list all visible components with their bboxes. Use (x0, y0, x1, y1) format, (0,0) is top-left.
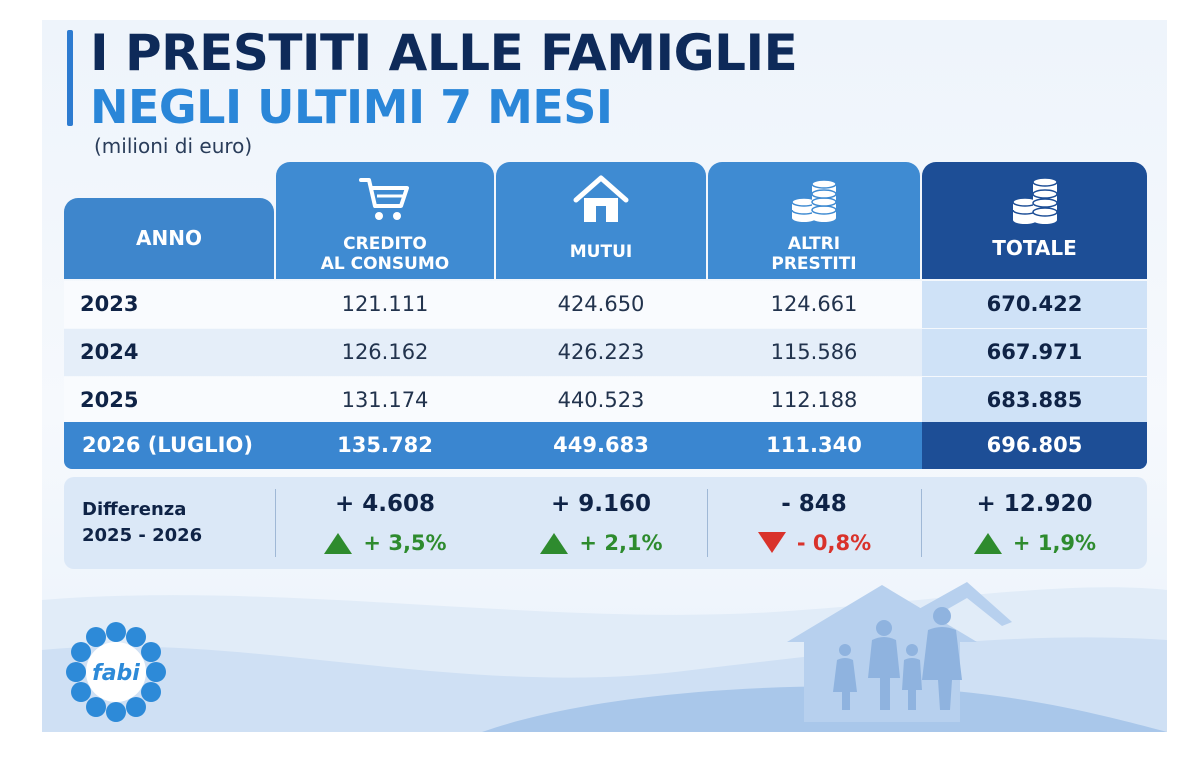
difference-mutui: + 9.160 + 2,1% (496, 489, 706, 557)
row-year: 2026 (LUGLIO) (82, 433, 253, 457)
header-credito-line2: AL CONSUMO (320, 254, 450, 274)
cell-totale: 667.971 (922, 329, 1147, 376)
shopping-cart-icon (359, 178, 409, 220)
cell-mutui: 426.223 (557, 340, 645, 364)
difference-abs: + 9.160 (550, 491, 652, 517)
difference-pct: + 1,9% (1012, 531, 1097, 555)
cell-credito: 121.111 (341, 292, 429, 316)
coin-stack-icon (1011, 177, 1058, 224)
difference-abs: - 848 (781, 491, 847, 517)
page-subtitle: (milioni di euro) (94, 134, 253, 158)
cell-credito: 131.174 (341, 388, 429, 412)
divider (707, 489, 708, 557)
header-totale-line1: TOTALE (992, 236, 1077, 260)
cell-altri: 124.661 (770, 292, 858, 316)
arrow-up-icon (540, 533, 569, 554)
difference-credito: + 4.608 + 3,5% (276, 489, 494, 557)
fabi-logo-text: fabi (92, 661, 140, 686)
cell-altri: 111.340 (766, 433, 862, 457)
cell-totale: 683.885 (922, 377, 1147, 424)
difference-label-line2: 2025 - 2026 (82, 525, 203, 546)
table-row-2026: 2026 (LUGLIO) 135.782 449.683 111.340 69… (64, 422, 1147, 469)
row-year: 2024 (80, 340, 139, 364)
divider (921, 489, 922, 557)
difference-label: Differenza 2025 - 2026 (82, 497, 202, 549)
row-year: 2025 (80, 388, 139, 412)
difference-row: Differenza 2025 - 2026 + 4.608 + 3,5% + … (64, 477, 1147, 569)
table-row-2023: 2023 121.111 424.650 124.661 670.422 (64, 281, 1147, 328)
header-mutui-line1: MUTUI (569, 242, 633, 262)
family-house-illustration (42, 582, 1167, 732)
header-anno: ANNO (64, 198, 274, 279)
header-anno-text: ANNO (136, 226, 202, 250)
fabi-logo: fabi (66, 622, 166, 722)
difference-pct: - 0,8% (796, 531, 872, 555)
difference-abs: + 12.920 (976, 491, 1093, 517)
cell-altri: 115.586 (770, 340, 858, 364)
header-credito: CREDITO AL CONSUMO (276, 162, 494, 279)
table-row-2025: 2025 131.174 440.523 112.188 683.885 (64, 377, 1147, 424)
page-title: I PRESTITI ALLE FAMIGLIE (90, 24, 798, 82)
cell-mutui: 424.650 (557, 292, 645, 316)
header-totale-label: TOTALE (922, 238, 1147, 258)
header-totale: TOTALE (922, 162, 1147, 279)
difference-pct: + 2,1% (579, 531, 663, 555)
arrow-down-icon (757, 532, 786, 553)
arrow-up-icon (324, 533, 353, 554)
header-credito-line1: CREDITO (343, 234, 427, 254)
coin-stack-icon (791, 179, 837, 222)
header-altri-label: ALTRI PRESTITI (708, 234, 920, 274)
page-title-line2: NEGLI ULTIMI 7 MESI (90, 80, 613, 134)
difference-altri: - 848 - 0,8% (708, 489, 920, 557)
difference-pct: + 3,5% (363, 531, 447, 555)
title-accent-bar (67, 30, 73, 126)
cell-credito: 126.162 (341, 340, 429, 364)
divider (275, 489, 276, 557)
house-icon (573, 175, 629, 222)
row-year: 2023 (80, 292, 139, 316)
header-anno-label: ANNO (64, 228, 274, 248)
difference-abs: + 4.608 (334, 491, 436, 517)
cell-credito: 135.782 (337, 433, 433, 457)
difference-totale: + 12.920 + 1,9% (922, 489, 1147, 557)
cell-mutui: 440.523 (557, 388, 645, 412)
cell-totale: 670.422 (922, 281, 1147, 328)
difference-label-line1: Differenza (82, 499, 187, 520)
table-row-2024: 2024 126.162 426.223 115.586 667.971 (64, 329, 1147, 376)
cell-altri: 112.188 (770, 388, 858, 412)
header-altri-line1: ALTRI (787, 234, 841, 254)
header-mutui: MUTUI (496, 162, 706, 279)
header-altri-prestiti: ALTRI PRESTITI (708, 162, 920, 279)
header-altri-line2: PRESTITI (771, 254, 857, 274)
cell-mutui: 449.683 (553, 433, 649, 457)
header-mutui-label: MUTUI (496, 242, 706, 262)
cell-totale: 696.805 (922, 422, 1147, 469)
header-credito-label: CREDITO AL CONSUMO (276, 234, 494, 274)
arrow-up-icon (973, 533, 1002, 554)
